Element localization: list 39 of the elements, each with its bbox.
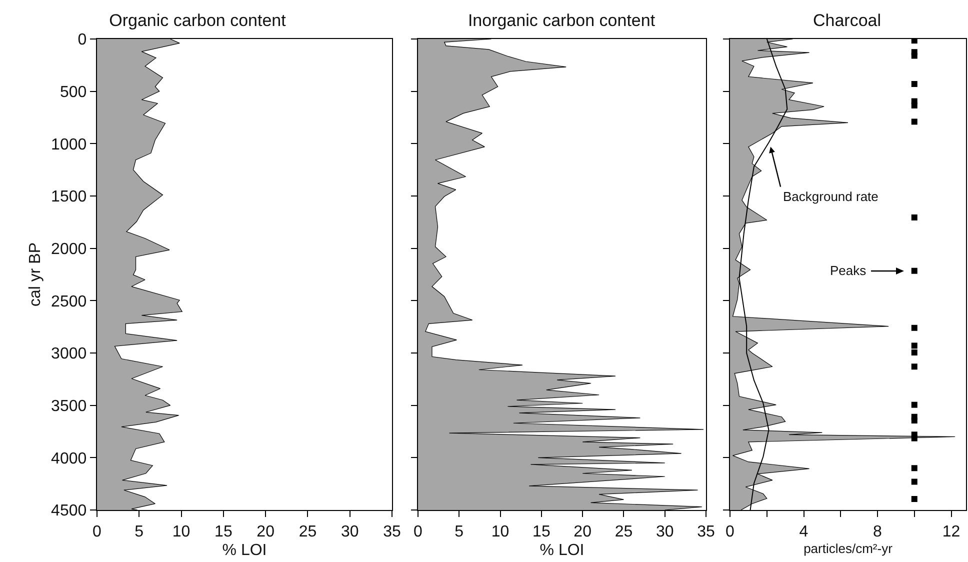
chart-title: Charcoal [812, 10, 882, 30]
x-tick-label: 30 [656, 523, 674, 540]
x-tick-label: 25 [298, 523, 317, 540]
x-tick-label: 8 [873, 523, 882, 540]
annotation: Peaks [830, 263, 867, 278]
x-tick-label: 20 [256, 523, 275, 540]
x-tick-label: 5 [134, 523, 144, 540]
x-tick-label: 0 [92, 523, 102, 540]
y-tick-label: 2000 [51, 240, 87, 258]
x-tick-label: 10 [491, 523, 510, 540]
x-tick-label: 20 [574, 523, 592, 540]
x-tick-label: 25 [614, 523, 633, 540]
x-tick-label: 4 [799, 523, 808, 540]
x-tick-label: 35 [383, 523, 401, 540]
x-tick-label: 0 [414, 523, 423, 540]
x-axis-title: particles/cm²-yr [804, 540, 894, 556]
y-tick-label: 1000 [51, 136, 87, 154]
y-axis-title: cal yr BP [26, 242, 44, 307]
y-tick-label: 500 [60, 84, 87, 101]
x-axis-title: % LOI [540, 542, 584, 560]
y-tick-label: 1500 [51, 188, 87, 206]
x-tick-label: 10 [172, 523, 190, 540]
y-tick-label: 2500 [51, 293, 87, 310]
y-tick-label: 3500 [51, 398, 87, 415]
x-tick-label: 30 [340, 523, 359, 540]
x-tick-label: 0 [726, 523, 735, 540]
y-tick-label: 0 [78, 32, 87, 49]
annotation: Background rate [783, 189, 878, 204]
x-tick-label: 15 [532, 523, 550, 540]
x-axis-title: % LOI [222, 542, 267, 560]
x-tick-label: 5 [454, 523, 464, 540]
x-tick-label: 12 [942, 523, 960, 540]
x-tick-label: 15 [214, 523, 232, 540]
y-tick-label: 4000 [51, 450, 87, 468]
x-tick-label: 35 [697, 523, 715, 540]
y-tick-label: 4500 [51, 502, 87, 520]
chart-title: Organic carbon content [109, 10, 286, 30]
chart-title: Inorganic carbon content [468, 10, 656, 30]
y-tick-label: 3000 [51, 346, 87, 363]
